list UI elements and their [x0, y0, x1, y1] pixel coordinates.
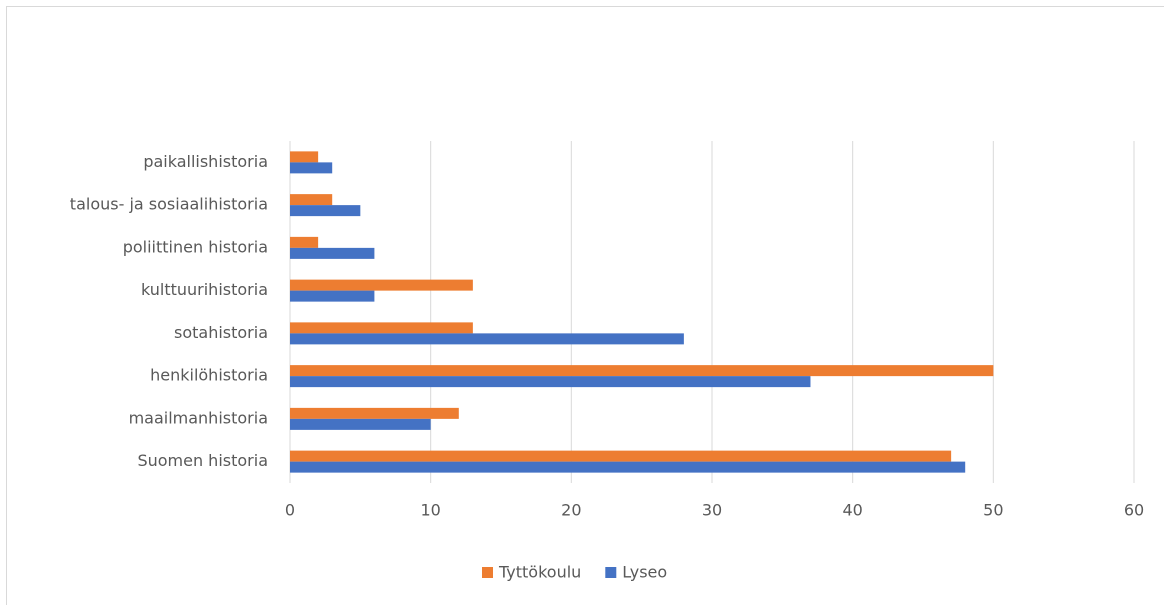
legend-swatch: [605, 567, 617, 578]
x-tick-label: 30: [702, 501, 722, 520]
bar: [290, 205, 361, 217]
bar: [290, 418, 431, 430]
legend-label: Tyttökoulu: [498, 563, 581, 582]
y-tick-label: poliittinen historia: [123, 237, 268, 256]
bar: [290, 376, 811, 388]
bar: [290, 322, 473, 334]
x-tick-label: 0: [285, 501, 295, 520]
bar: [290, 236, 319, 248]
bar: [290, 194, 333, 206]
y-tick-label: henkilöhistoria: [150, 366, 268, 385]
bar: [290, 279, 473, 291]
bar: [290, 333, 684, 345]
bar: [290, 247, 375, 259]
bar: [290, 450, 952, 462]
y-tick-label: kulttuurihistoria: [141, 280, 268, 299]
x-tick-label: 20: [561, 501, 581, 520]
chart-frame: [6, 6, 1164, 605]
bar: [290, 407, 459, 419]
y-tick-label: talous- ja sosiaalihistoria: [70, 195, 268, 214]
x-tick-label: 40: [842, 501, 862, 520]
x-tick-label: 10: [420, 501, 440, 520]
legend-swatch: [482, 567, 493, 578]
y-tick-label: sotahistoria: [174, 323, 268, 342]
y-tick-label: Suomen historia: [137, 451, 268, 470]
bar: [290, 365, 994, 377]
bar: [290, 151, 319, 163]
bar: [290, 461, 966, 473]
x-tick-label: 50: [983, 501, 1003, 520]
legend-label: Lyseo: [622, 563, 667, 582]
y-tick-label: paikallishistoria: [143, 152, 268, 171]
bar: [290, 162, 333, 174]
y-tick-label: maailmanhistoria: [129, 408, 268, 427]
bar: [290, 290, 375, 302]
x-tick-label: 60: [1124, 501, 1144, 520]
